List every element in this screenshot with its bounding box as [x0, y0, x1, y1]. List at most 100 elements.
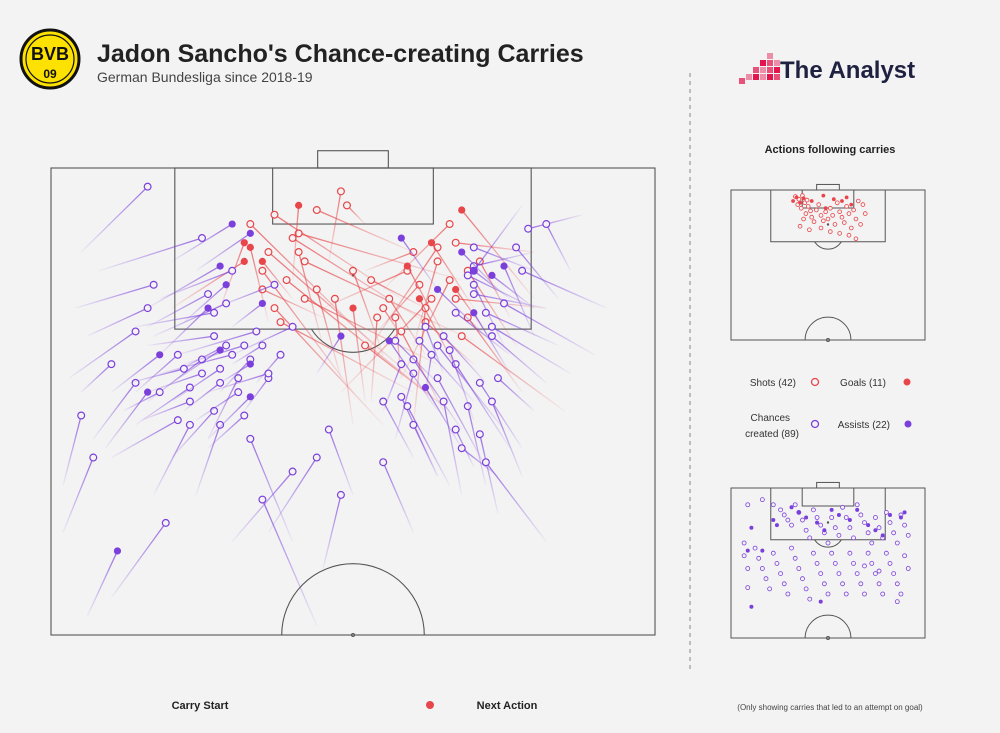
carry-line	[159, 354, 233, 375]
inset-marker	[825, 540, 831, 546]
inset-marker	[789, 545, 794, 551]
inset-marker	[804, 515, 809, 520]
carry-end-marker	[385, 337, 393, 345]
carry-line	[473, 246, 535, 272]
carry-line	[382, 307, 402, 337]
inset-marker	[797, 223, 803, 229]
inset-marker	[828, 205, 833, 211]
carry-line	[473, 204, 523, 272]
brand-square	[760, 74, 766, 80]
inset-marker	[869, 540, 875, 546]
carry-end-marker	[427, 239, 436, 247]
main-pitch	[50, 150, 656, 637]
inset-marker	[829, 515, 835, 520]
inset-marker	[891, 571, 897, 576]
inset-marker	[853, 216, 859, 222]
inset-marker	[844, 195, 849, 200]
brand-square	[767, 67, 773, 73]
inset-marker	[752, 545, 758, 551]
carry-line	[147, 293, 209, 328]
inset-marker	[844, 204, 849, 209]
inset-marker	[880, 533, 885, 538]
carry-end-marker	[427, 350, 436, 359]
carry-line	[86, 307, 148, 337]
carry-line	[364, 247, 439, 356]
brand-square	[767, 53, 773, 59]
inset-marker	[865, 550, 871, 556]
carry-line	[123, 391, 161, 412]
inset-pitch-chances	[730, 481, 926, 640]
legend-shots-marker	[810, 377, 820, 387]
inset-marker	[749, 604, 754, 609]
inset-marker	[778, 571, 783, 576]
carry-line	[62, 457, 94, 533]
carry-line	[135, 354, 179, 393]
inset-marker	[880, 591, 886, 597]
carry-line	[207, 396, 251, 440]
carry-end-marker	[234, 388, 243, 397]
carry-line	[400, 237, 439, 290]
legend-chances-label-1: Chances	[751, 413, 790, 424]
carry-end-marker	[439, 332, 448, 341]
carry-end-marker	[312, 453, 321, 462]
carry-end-marker	[481, 308, 490, 317]
carry-line	[280, 321, 414, 393]
carry-line	[346, 204, 366, 225]
inset-marker	[770, 502, 776, 508]
carry-line	[231, 471, 294, 543]
carry-line	[153, 424, 191, 496]
inset-marker	[873, 528, 878, 533]
carry-line	[74, 284, 154, 309]
carry-end-marker	[258, 341, 267, 350]
inset-marker	[831, 197, 836, 202]
inset-marker	[785, 517, 791, 523]
carry-end-marker	[487, 322, 496, 331]
carry-line	[388, 298, 427, 356]
carry-end-marker	[361, 341, 370, 350]
inset-marker	[847, 518, 852, 523]
carry-line	[171, 410, 215, 458]
inset-marker	[836, 571, 842, 576]
inset-marker	[854, 571, 860, 576]
brand-square	[760, 67, 766, 73]
carry-end-marker	[107, 360, 116, 369]
legend-chances-marker	[810, 419, 820, 429]
carry-end-marker	[469, 243, 478, 252]
carry-line	[322, 270, 408, 309]
inset-marker	[798, 200, 802, 205]
carry-line	[418, 340, 475, 402]
carry-end-marker	[542, 220, 551, 229]
carry-end-marker	[512, 243, 521, 252]
centre-spot	[351, 633, 355, 637]
carry-end-marker	[367, 276, 376, 285]
carry-end-marker	[246, 360, 254, 368]
carry-line	[195, 391, 239, 421]
inset-marker	[836, 512, 841, 517]
brand-logo-icon	[739, 53, 780, 84]
carry-end-marker	[240, 257, 248, 265]
inset-marker	[862, 211, 868, 216]
inset-marker	[807, 535, 813, 541]
carry-line	[141, 400, 191, 421]
carry-end-marker	[240, 239, 248, 247]
carry-line	[461, 251, 499, 290]
carry-end-marker	[204, 290, 213, 299]
carry-line	[473, 293, 547, 309]
inset-marker	[774, 523, 779, 528]
carry-end-marker	[451, 238, 460, 247]
inset-marker	[873, 571, 878, 576]
carry-line	[249, 247, 270, 323]
goal	[317, 150, 389, 169]
carry-end-marker	[451, 308, 460, 317]
penalty-spot	[826, 223, 830, 226]
inset-marker	[745, 585, 751, 591]
carry-end-marker	[409, 420, 418, 429]
carry-end-marker	[300, 294, 309, 303]
carry-end-marker	[415, 295, 424, 303]
inset-marker	[809, 214, 815, 220]
inset-marker	[869, 561, 875, 566]
inset-marker	[759, 497, 765, 503]
inset-marker	[801, 196, 806, 201]
carry-line	[129, 368, 185, 384]
carry-line	[424, 387, 463, 449]
